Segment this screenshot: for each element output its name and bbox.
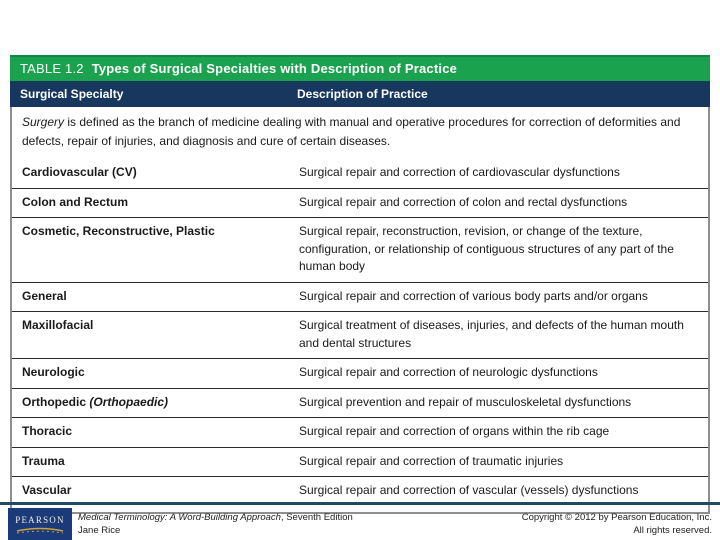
specialty-alt-spelling: (Orthopaedic) bbox=[89, 394, 169, 409]
footer-divider-rule bbox=[0, 502, 720, 505]
specialty-cell: Cardiovascular (CV) bbox=[22, 165, 137, 179]
specialty-cell: Colon and Rectum bbox=[22, 194, 129, 209]
table-row-general: General Surgical repair and correction o… bbox=[12, 281, 708, 312]
description-cell: Surgical repair and correction of variou… bbox=[299, 288, 648, 303]
table-title-text: Types of Surgical Specialties with Descr… bbox=[91, 61, 458, 76]
table-row-cosmetic: Cosmetic, Reconstructive, Plastic Surgic… bbox=[12, 217, 708, 282]
table-row-trauma: Trauma Surgical repair and correction of… bbox=[12, 446, 708, 477]
footer-book-title: Medical Terminology: A Word-Building App… bbox=[78, 511, 353, 524]
description-cell: Surgical prevention and repair of muscul… bbox=[299, 394, 632, 409]
description-cell: Surgical repair, reconstruction, revisio… bbox=[299, 224, 674, 273]
table-row-maxillofacial: Maxillofacial Surgical treatment of dise… bbox=[12, 311, 708, 358]
pearson-logo: PEARSON bbox=[8, 508, 72, 540]
table-title-bar: TABLE 1.2 Types of Surgical Specialties w… bbox=[10, 55, 710, 81]
specialty-cell: Neurologic bbox=[22, 365, 85, 379]
surgical-specialties-table: TABLE 1.2 Types of Surgical Specialties w… bbox=[10, 55, 710, 514]
table-row-vascular: Vascular Surgical repair and correction … bbox=[12, 476, 708, 512]
specialty-cell: Trauma bbox=[22, 453, 65, 468]
table-body: Surgery is defined as the branch of medi… bbox=[10, 107, 710, 514]
table-row-thoracic: Thoracic Surgical repair and correction … bbox=[12, 417, 708, 447]
pearson-logo-text: PEARSON bbox=[15, 515, 65, 525]
description-cell: Surgical repair and correction of organs… bbox=[299, 424, 610, 438]
intro-text: is defined as the branch of medicine dea… bbox=[22, 115, 681, 148]
specialty-cell: Maxillofacial bbox=[22, 318, 94, 332]
book-title-edition: , Seventh Edition bbox=[280, 512, 353, 523]
pearson-logo-swoosh-icon bbox=[16, 527, 64, 534]
footer-copyright: Copyright © 2012 by Pearson Education, I… bbox=[522, 511, 712, 537]
specialty-text: Orthopedic bbox=[22, 394, 87, 409]
specialty-cell: Cosmetic, Reconstructive, Plastic bbox=[22, 224, 215, 238]
copyright-line-1: Copyright © 2012 by Pearson Education, I… bbox=[521, 512, 712, 523]
specialty-cell: Orthopedic (Orthopaedic) bbox=[22, 394, 299, 412]
table-row-cardiovascular: Cardiovascular (CV) Surgical repair and … bbox=[12, 159, 708, 188]
description-cell: Surgical repair and correction of colon … bbox=[299, 194, 628, 209]
table-row-neurologic: Neurologic Surgical repair and correctio… bbox=[12, 358, 708, 388]
book-title-italic: Medical Terminology: A Word-Building App… bbox=[78, 512, 281, 523]
specialty-cell: General bbox=[22, 288, 67, 303]
table-row-orthopedic: Orthopedic (Orthopaedic) Surgical preven… bbox=[12, 387, 708, 418]
column-header-row: Surgical Specialty Description of Practi… bbox=[10, 81, 710, 107]
table-row-colon-rectum: Colon and Rectum Surgical repair and cor… bbox=[12, 187, 708, 218]
description-cell: Surgical repair and correction of trauma… bbox=[299, 453, 564, 468]
specialty-cell: Vascular bbox=[22, 483, 72, 497]
table-intro-row: Surgery is defined as the branch of medi… bbox=[12, 107, 708, 159]
description-cell: Surgical repair and correction of cardio… bbox=[299, 165, 620, 179]
intro-italic-lead: Surgery bbox=[22, 115, 65, 129]
table-number: TABLE 1.2 bbox=[20, 61, 84, 76]
footer-author: Jane Rice bbox=[78, 525, 121, 536]
description-cell: Surgical repair and correction of vascul… bbox=[299, 483, 639, 497]
copyright-line-2: All rights reserved. bbox=[633, 525, 712, 536]
column-header-description: Description of Practice bbox=[297, 87, 428, 101]
description-cell: Surgical repair and correction of neurol… bbox=[299, 365, 598, 379]
footer-book-info: Medical Terminology: A Word-Building App… bbox=[78, 511, 353, 537]
description-cell: Surgical treatment of diseases, injuries… bbox=[299, 318, 684, 350]
specialty-cell: Thoracic bbox=[22, 424, 73, 438]
column-header-specialty: Surgical Specialty bbox=[20, 87, 124, 101]
